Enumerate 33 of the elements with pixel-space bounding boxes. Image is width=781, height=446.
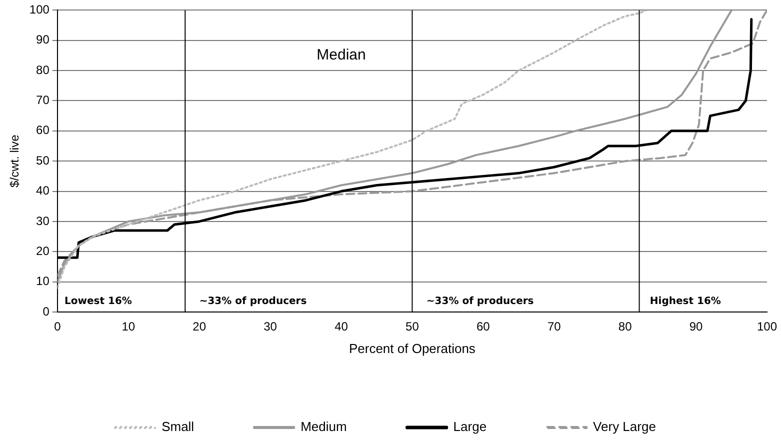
x-tick-label: 0 <box>54 320 62 334</box>
y-tick-label: 60 <box>36 123 50 138</box>
y-tick-label: 100 <box>29 2 50 17</box>
y-tick-label: 30 <box>36 214 50 228</box>
legend-label: Very Large <box>593 419 656 434</box>
x-tick-label: 100 <box>756 320 778 334</box>
annotation: Lowest 16% <box>64 296 132 308</box>
y-tick-label: 80 <box>36 62 50 77</box>
y-tick-label: 70 <box>36 93 50 108</box>
x-tick-label: 40 <box>334 320 348 334</box>
y-tick-label: 10 <box>36 274 50 288</box>
x-tick-label: 90 <box>689 320 704 334</box>
x-tick-label: 60 <box>476 320 490 334</box>
y-tick-label: 50 <box>36 153 50 168</box>
legend-label: Medium <box>300 419 347 434</box>
y-tick-label: 0 <box>42 304 50 318</box>
x-axis-title: Percent of Operations <box>348 340 476 356</box>
x-tick-label: 80 <box>618 320 632 334</box>
x-tick-label: 50 <box>406 320 420 334</box>
x-tick-label: 70 <box>547 320 562 334</box>
annotation: Median <box>316 46 366 64</box>
x-tick-label: 30 <box>264 320 278 334</box>
y-axis-title: $/cwt. live <box>8 134 22 188</box>
legend-label: Large <box>453 419 487 434</box>
annotation: ~33% of producers <box>199 296 307 308</box>
y-tick-label: 90 <box>36 32 50 47</box>
x-tick-label: 10 <box>122 320 136 334</box>
annotation: Highest 16% <box>650 296 721 308</box>
y-tick-label: 40 <box>36 184 50 198</box>
annotation: ~33% of producers <box>426 296 534 308</box>
legend-label: Small <box>162 419 194 434</box>
x-tick-label: 20 <box>192 320 206 334</box>
y-tick-label: 20 <box>36 244 50 258</box>
